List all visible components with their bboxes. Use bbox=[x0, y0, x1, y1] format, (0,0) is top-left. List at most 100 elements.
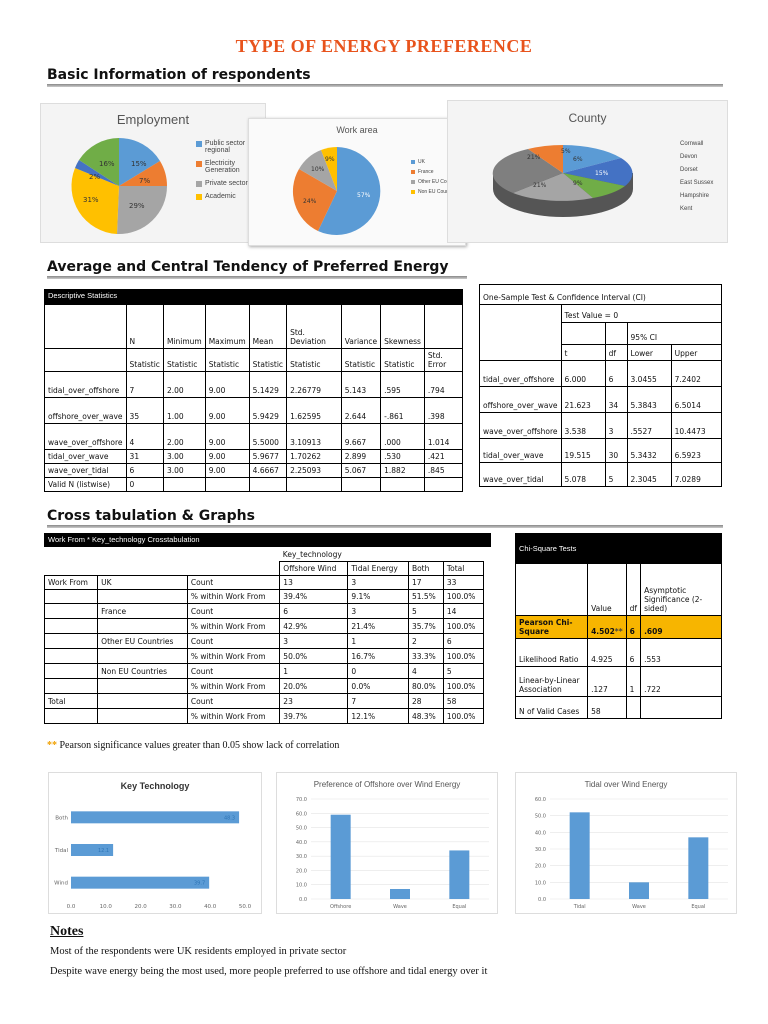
tidal-wind-chart: Tidal over Wind Energy 0.0 10.0 20.0 30.0 40.… bbox=[515, 772, 737, 914]
y-tick-label: 40.0 bbox=[296, 840, 307, 846]
employment-legend: Public sector regional Electricity Gener… bbox=[196, 140, 266, 206]
table-row: tidal_over_wave 19.515 30 5.3432 6.5923 bbox=[479, 438, 723, 463]
section-basic-heading: Basic Information of respondents bbox=[47, 67, 311, 83]
bar bbox=[569, 812, 590, 899]
workarea-label-1: 57% bbox=[357, 192, 371, 199]
y-tick-label: 20.0 bbox=[296, 868, 307, 874]
county-label-2: 21% bbox=[533, 182, 547, 189]
workarea-chart: Work area 57% 24% 10% 9% UK France Other… bbox=[248, 118, 466, 246]
footnote-text: Pearson significance values greater than… bbox=[59, 740, 340, 751]
y-tick-label: 10.0 bbox=[535, 880, 546, 886]
employment-label-4: 31% bbox=[83, 196, 99, 204]
workarea-label-2: 24% bbox=[303, 198, 317, 205]
section-rule bbox=[47, 276, 467, 279]
employment-label-1: 15% bbox=[131, 160, 147, 168]
y-tick-label: 20.0 bbox=[535, 864, 546, 870]
y-tick-label: 30.0 bbox=[296, 854, 307, 860]
table-row: Linear-by-Linear Association .127 1.722 bbox=[514, 666, 722, 697]
x-tick-label: 10.0 bbox=[100, 904, 113, 910]
county-label-5: 6% bbox=[573, 156, 583, 163]
workarea-label-3: 10% bbox=[311, 166, 325, 173]
chart-title: Key Technology bbox=[121, 781, 190, 791]
county-pie: 21% 21% 9% 15% 6% 5% bbox=[492, 145, 633, 217]
section-rule bbox=[47, 525, 723, 528]
y-tick-label: 70.0 bbox=[296, 797, 307, 803]
chisq-header: Chi-Square Tests bbox=[515, 533, 722, 563]
chart-title: Preference of Offshore over Wind Energy bbox=[314, 780, 461, 789]
descriptive-table: N Minimum Maximum Mean Std. Deviation Varian… bbox=[44, 304, 464, 492]
y-tick-label: 0.0 bbox=[538, 897, 546, 903]
table-row: tidal_over_offshore 7 2.00 9.00 5.1429 2.2677… bbox=[44, 371, 464, 398]
y-tick-label: 30.0 bbox=[535, 847, 546, 853]
bar bbox=[71, 844, 114, 856]
county-legend: Cornwall Devon Dorset East Sussex Hampsh… bbox=[680, 141, 714, 212]
table-row: Pearson Chi-Square 4.502** 6.609 bbox=[514, 615, 722, 639]
table-row: offshore_over_wave 35 1.00 9.00 5.9429 1.6259… bbox=[44, 397, 464, 424]
employment-title: Employment bbox=[116, 112, 190, 127]
x-tick-label: 0.0 bbox=[67, 904, 76, 910]
table-row: Likelihood Ratio 4.925 6.553 bbox=[514, 638, 722, 667]
employment-label-2: 7% bbox=[139, 177, 150, 185]
employment-label-6: 16% bbox=[99, 160, 115, 168]
y-tick-label: 40.0 bbox=[535, 830, 546, 836]
section-cross-heading: Cross tabulation & Graphs bbox=[47, 508, 255, 524]
county-label-4: 15% bbox=[595, 170, 609, 177]
data-label: 39.7 bbox=[194, 881, 205, 887]
page-title: TYPE OF ENERGY PREFERENCE bbox=[235, 36, 533, 56]
table-row: wave_over_offshore 3.538 3.5527 10.4473 bbox=[479, 412, 723, 439]
data-label: 48.3 bbox=[224, 815, 235, 821]
category-label: Tidal bbox=[573, 904, 586, 910]
county-label-3: 9% bbox=[573, 180, 583, 187]
notes-line-2: Despite wave energy being the most used,… bbox=[50, 966, 488, 977]
table-row: wave_over_offshore 4 2.00 9.00 5.5000 3.10913… bbox=[44, 423, 464, 450]
category-label: Wind bbox=[54, 881, 68, 887]
employment-chart: Employment 15% 7% 29% 31% 2% 16% Public … bbox=[40, 103, 266, 243]
x-tick-label: 40.0 bbox=[204, 904, 217, 910]
bar bbox=[629, 882, 649, 899]
category-label: Offshore bbox=[330, 904, 351, 910]
bar bbox=[330, 814, 351, 899]
x-tick-label: 50.0 bbox=[239, 904, 252, 910]
y-tick-label: 50.0 bbox=[535, 814, 546, 820]
employment-label-5: 2% bbox=[89, 173, 100, 181]
bar bbox=[688, 837, 709, 899]
workarea-title: Work area bbox=[336, 125, 378, 135]
table-row: tidal_over_wave 31 3.00 9.00 5.9677 1.70262 2.… bbox=[44, 449, 464, 464]
county-label-6: 5% bbox=[561, 148, 571, 155]
offshore-wind-chart: Preference of Offshore over Wind Energy 0… bbox=[276, 772, 498, 914]
descriptive-header: Descriptive Statistics bbox=[44, 289, 463, 304]
table-row: Valid N (listwise) 0 bbox=[44, 477, 464, 492]
footnote-stars: ** bbox=[47, 740, 57, 751]
table-row: offshore_over_wave 21.623 34 5.3843 6.5014 bbox=[479, 386, 723, 413]
county-chart: County 21% 21% 9% 15% 6% 5% Cornwall Dev… bbox=[447, 100, 728, 243]
tidal-wind-svg: Tidal over Wind Energy 0.0 10.0 20.0 30.0 40.… bbox=[535, 780, 728, 910]
table-row: wave_over_tidal 5.078 5 2.3045 7.0289 bbox=[479, 462, 723, 487]
table-row: wave_over_tidal 6 3.00 9.00 4.6667 2.25093 5.0… bbox=[44, 463, 464, 478]
chisq-table: Value df Asymptotic Significance (2-sided)… bbox=[514, 563, 722, 719]
key-technology-chart: Key Technology 0.0 10.0 20.0 30.0 40.0 50.0 Bot… bbox=[48, 772, 262, 914]
county-label-1: 21% bbox=[527, 154, 541, 161]
x-tick-label: 20.0 bbox=[134, 904, 147, 910]
bar bbox=[71, 876, 210, 889]
chart-title: Tidal over Wind Energy bbox=[585, 780, 668, 789]
notes-heading: Notes bbox=[50, 924, 84, 939]
county-title: County bbox=[568, 111, 607, 125]
footnote: ** Pearson significance values greater t… bbox=[47, 740, 339, 751]
y-tick-label: 60.0 bbox=[296, 811, 307, 817]
y-tick-label: 60.0 bbox=[535, 797, 546, 803]
x-tick-label: 30.0 bbox=[169, 904, 182, 910]
crosstab-header: Work From * Key_technology Crosstabulati… bbox=[44, 533, 491, 547]
table-row: N of Valid Cases 58 bbox=[514, 696, 722, 719]
category-label: Wave bbox=[632, 904, 646, 910]
offshore-wind-svg: Preference of Offshore over Wind Energy 0… bbox=[296, 780, 489, 910]
y-tick-label: 50.0 bbox=[296, 826, 307, 832]
category-label: Equal bbox=[691, 904, 705, 910]
y-tick-label: 10.0 bbox=[296, 883, 307, 889]
workarea-pie: 57% 24% 10% 9% bbox=[292, 146, 381, 235]
category-label: Tidal bbox=[54, 848, 69, 854]
notes-line-1: Most of the respondents were UK resident… bbox=[50, 946, 347, 957]
category-label: Wave bbox=[393, 904, 407, 910]
table-row: tidal_over_offshore 6.000 6 3.0455 7.2402 bbox=[479, 360, 723, 387]
employment-label-3: 29% bbox=[129, 202, 145, 210]
section-rule bbox=[47, 84, 723, 87]
